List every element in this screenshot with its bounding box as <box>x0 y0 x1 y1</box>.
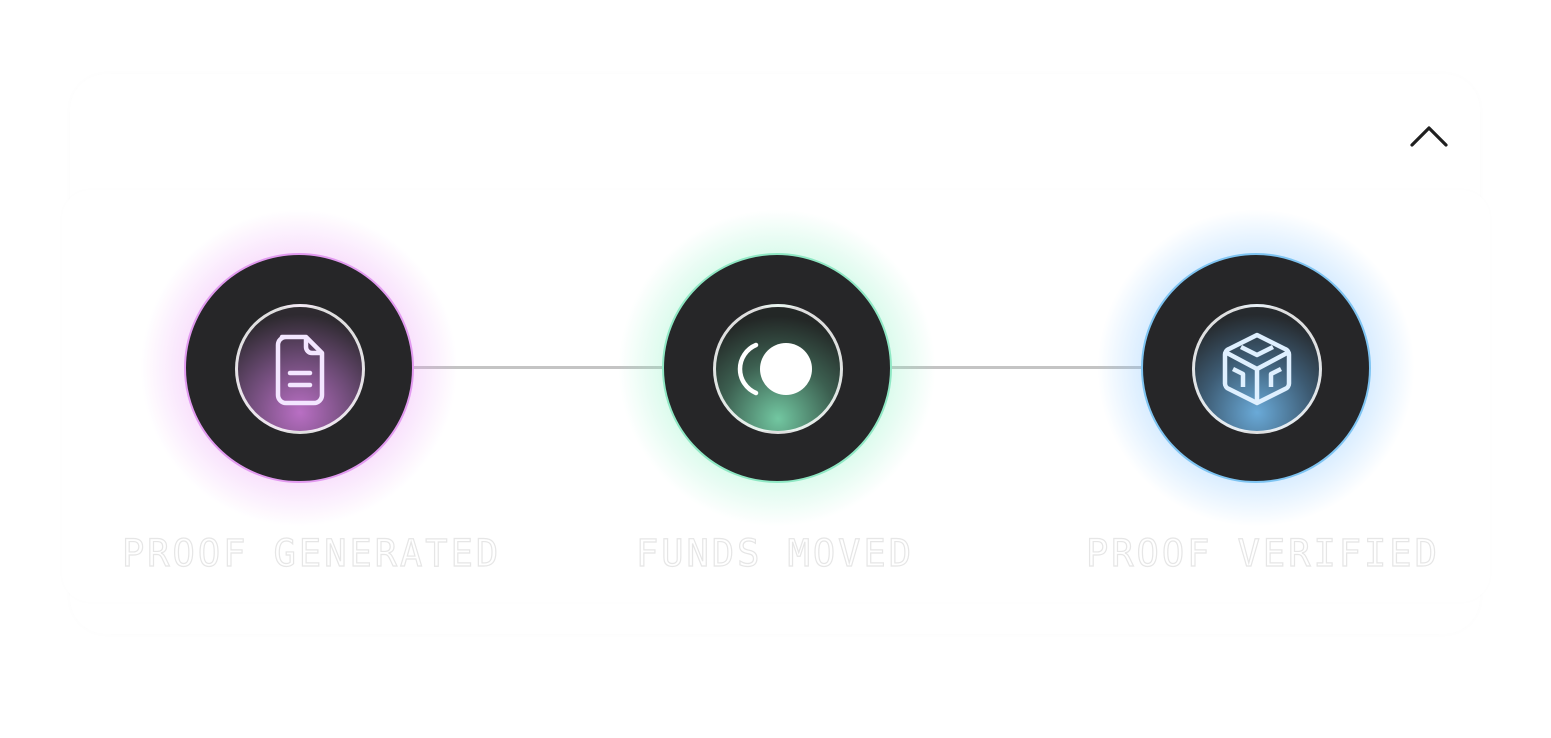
step-icon-ring <box>713 304 843 434</box>
connector-line-1 <box>412 366 664 369</box>
collapse-button[interactable] <box>1404 118 1454 154</box>
step-label-proof-verified: PROOF VERIFIED <box>1085 531 1440 575</box>
step-funds-moved <box>617 208 937 528</box>
connector-line-2 <box>890 366 1143 369</box>
step-label-proof-generated: PROOF GENERATED <box>121 531 502 575</box>
step-proof-generated <box>139 208 459 528</box>
loading-spinner-icon <box>737 342 812 396</box>
step-icon-ring <box>235 304 365 434</box>
step-proof-verified <box>1096 208 1416 528</box>
chevron-up-icon <box>1410 126 1448 147</box>
step-circle <box>184 253 414 483</box>
cube-icon <box>1222 332 1292 406</box>
step-circle <box>662 253 892 483</box>
step-icon-ring <box>1192 304 1322 434</box>
document-icon <box>275 334 325 406</box>
step-circle <box>1141 253 1371 483</box>
step-label-funds-moved: FUNDS MOVED <box>635 531 915 575</box>
